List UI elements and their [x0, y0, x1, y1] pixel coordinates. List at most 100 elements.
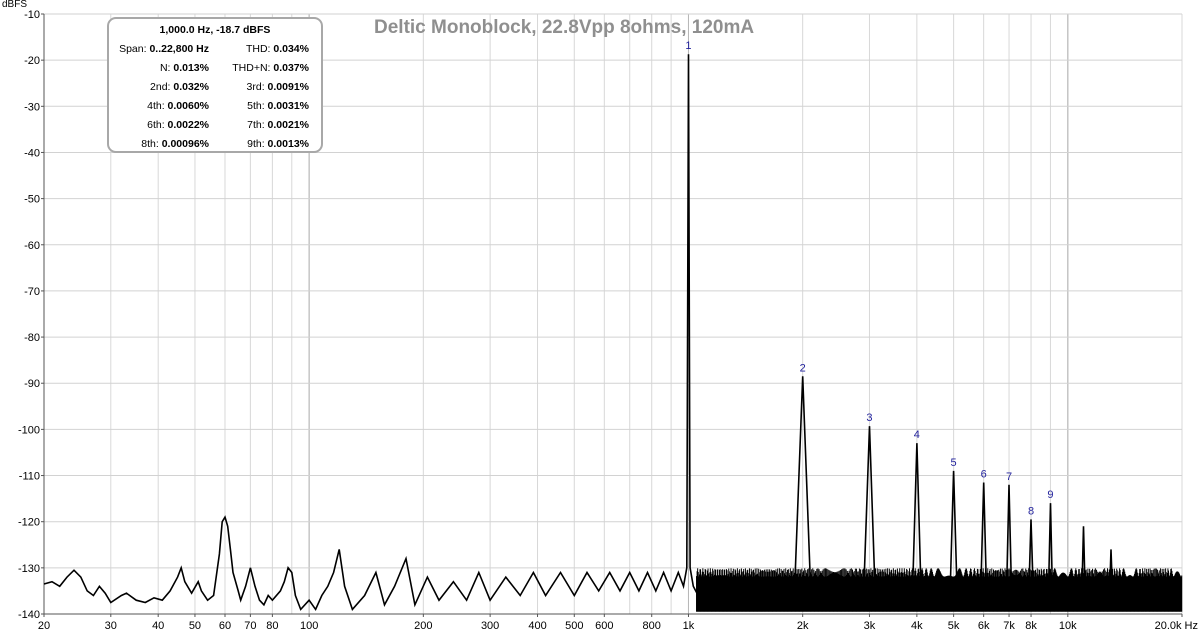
x-tick-label: 70	[244, 620, 256, 632]
stats-value: 0.037%	[273, 62, 309, 74]
x-tick-label: 300	[481, 620, 499, 632]
x-tick-label: 40	[152, 620, 164, 632]
stats-value: 0.013%	[173, 62, 209, 74]
stats-row: N: 0.013% THD+N: 0.037%	[109, 62, 321, 76]
stats-cell: THD: 0.034%	[246, 43, 309, 55]
y-tick-label: -30	[24, 101, 40, 113]
harmonic-label: 4	[914, 429, 920, 441]
stats-value: 0.0021%	[267, 119, 309, 131]
stats-value: 0.034%	[273, 43, 309, 55]
x-tick-label: 1k	[683, 620, 695, 632]
stats-cell: THD+N: 0.037%	[232, 62, 309, 74]
stats-key: 3rd:	[246, 81, 268, 93]
y-axis-label: dBFS	[2, 0, 27, 10]
stats-value: 0.0091%	[267, 81, 309, 93]
stats-value: 0.00096%	[161, 138, 209, 150]
y-tick-label: -130	[18, 563, 40, 575]
stats-row: Span: 0..22,800 Hz THD: 0.034%	[109, 43, 321, 57]
stats-value: 0.032%	[173, 81, 209, 93]
stats-box: 1,000.0 Hz, -18.7 dBFS Span: 0..22,800 H…	[107, 17, 323, 153]
stats-value: 0.0013%	[267, 138, 309, 150]
y-tick-label: -140	[18, 609, 40, 621]
x-tick-label: 100	[300, 620, 318, 632]
stats-key: THD+N:	[232, 62, 274, 74]
stats-key: 2nd:	[150, 81, 174, 93]
stats-row: 4th: 0.0060% 5th: 0.0031%	[109, 100, 321, 114]
x-tick-label: 60	[219, 620, 231, 632]
harmonic-label: 9	[1047, 489, 1053, 501]
chart-title: Deltic Monoblock, 22.8Vpp 8ohms, 120mA	[374, 17, 755, 38]
y-tick-label: -10	[24, 9, 40, 21]
stats-value: 0.0022%	[167, 119, 209, 131]
x-tick-label: 20.0k Hz	[1155, 620, 1198, 632]
y-tick-label: -110	[19, 471, 40, 483]
harmonic-label: 1	[685, 40, 691, 52]
y-tick-label: -90	[24, 378, 40, 390]
harmonic-labels: 1 2 3 4 5 6 7 8 9	[685, 40, 1053, 517]
stats-cell: 4th: 0.0060%	[109, 100, 209, 112]
y-tick-label: -100	[18, 424, 40, 436]
stats-cell: Span: 0..22,800 Hz	[109, 43, 209, 55]
x-tick-label: 800	[643, 620, 661, 632]
stats-cell: 5th: 0.0031%	[247, 100, 309, 112]
x-tick-label: 200	[414, 620, 432, 632]
x-tick-label: 7k	[1003, 620, 1015, 632]
stats-cell: 7th: 0.0021%	[247, 119, 309, 131]
x-tick-label: 600	[595, 620, 613, 632]
harmonic-label: 6	[981, 468, 987, 480]
stats-value: 0.0031%	[267, 100, 309, 112]
x-tick-label: 10k	[1059, 620, 1077, 632]
stats-row: 2nd: 0.032% 3rd: 0.0091%	[109, 81, 321, 95]
y-tick-label: -80	[24, 332, 40, 344]
stats-cell: 3rd: 0.0091%	[247, 81, 309, 93]
noise-floor	[696, 568, 1183, 612]
stats-key: 6th:	[147, 119, 168, 131]
stats-key: 8th:	[141, 138, 162, 150]
x-tick-label: 50	[189, 620, 201, 632]
grid	[43, 13, 1183, 615]
harmonic-label: 8	[1028, 505, 1034, 517]
stats-cell: 8th: 0.00096%	[109, 138, 209, 150]
harmonic-label: 7	[1006, 471, 1012, 483]
stats-key: 7th:	[247, 119, 268, 131]
y-tick-label: -40	[24, 147, 40, 159]
stats-key: 9th:	[247, 138, 268, 150]
stats-key: 5th:	[247, 100, 268, 112]
harmonic-label: 5	[951, 457, 957, 469]
stats-value: 0..22,800 Hz	[149, 43, 209, 55]
x-tick-label: 30	[105, 620, 117, 632]
y-tick-label: -70	[24, 286, 40, 298]
x-tick-label: 20	[38, 620, 50, 632]
stats-cell: 6th: 0.0022%	[109, 119, 209, 131]
stats-key: Span:	[119, 43, 150, 55]
x-tick-label: 8k	[1025, 620, 1037, 632]
harmonic-label: 2	[800, 362, 806, 374]
stats-row: 8th: 0.00096% 9th: 0.0013%	[109, 138, 321, 152]
y-tick-label: -20	[24, 55, 40, 67]
x-tick-label: 5k	[948, 620, 960, 632]
stats-key: N:	[159, 62, 174, 74]
stats-header: 1,000.0 Hz, -18.7 dBFS	[159, 24, 271, 36]
y-tick-label: -50	[24, 194, 40, 206]
x-tick-label: 400	[528, 620, 546, 632]
axes	[41, 13, 1183, 617]
stats-key: THD:	[245, 43, 274, 55]
y-tick-label: -60	[24, 240, 40, 252]
stats-cell: N: 0.013%	[109, 62, 209, 74]
stats-value: 0.0060%	[167, 100, 209, 112]
x-tick-label: 4k	[911, 620, 923, 632]
stats-row: 6th: 0.0022% 7th: 0.0021%	[109, 119, 321, 133]
stats-cell: 2nd: 0.032%	[109, 81, 209, 93]
x-tick-label: 6k	[978, 620, 990, 632]
y-tick-label: -120	[18, 517, 40, 529]
stats-key: 4th:	[147, 100, 168, 112]
x-tick-label: 500	[565, 620, 583, 632]
stats-cell: 9th: 0.0013%	[247, 138, 309, 150]
x-tick-label: 2k	[797, 620, 809, 632]
spectrum-trace	[43, 54, 1182, 612]
x-tick-label: 3k	[864, 620, 876, 632]
x-tick-label: 80	[266, 620, 278, 632]
harmonic-label: 3	[866, 412, 872, 424]
tick-labels: -10 -20 -30 -40 -50 -60 -70 -80 -90 -100 -110 -120 -…	[18, 9, 1198, 632]
